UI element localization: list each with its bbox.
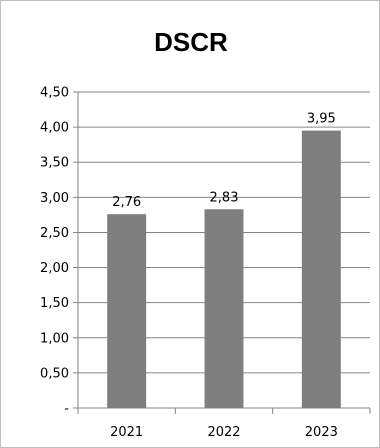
chart-title: DSCR xyxy=(154,27,228,57)
bar xyxy=(204,209,244,408)
x-tick-label: 2021 xyxy=(110,425,143,440)
y-tick-label: 4,50 xyxy=(40,86,69,101)
x-tick-label: 2022 xyxy=(207,425,240,440)
bars xyxy=(107,130,341,408)
bar xyxy=(301,130,341,408)
y-tick-label: 2,00 xyxy=(40,261,69,276)
x-tick-label: 2023 xyxy=(305,425,338,440)
data-label: 3,95 xyxy=(307,112,336,127)
data-label: 2,76 xyxy=(112,195,141,210)
bar xyxy=(107,214,147,408)
y-tick-label: 2,50 xyxy=(40,226,69,241)
y-tick-label: 4,00 xyxy=(40,121,69,136)
y-tick-label: 0,50 xyxy=(40,366,69,381)
y-tick-label: 3,50 xyxy=(40,156,69,171)
y-tick-label: 1,00 xyxy=(40,331,69,346)
y-tick-label: 1,50 xyxy=(40,296,69,311)
y-tick-label: - xyxy=(64,402,69,417)
data-label: 2,83 xyxy=(210,190,239,205)
labels: 4,50 4,00 3,50 3,00 2,50 2,00 1,50 1,00 0,50 - 2,7… xyxy=(40,86,338,441)
y-tick-label: 3,00 xyxy=(40,191,69,206)
